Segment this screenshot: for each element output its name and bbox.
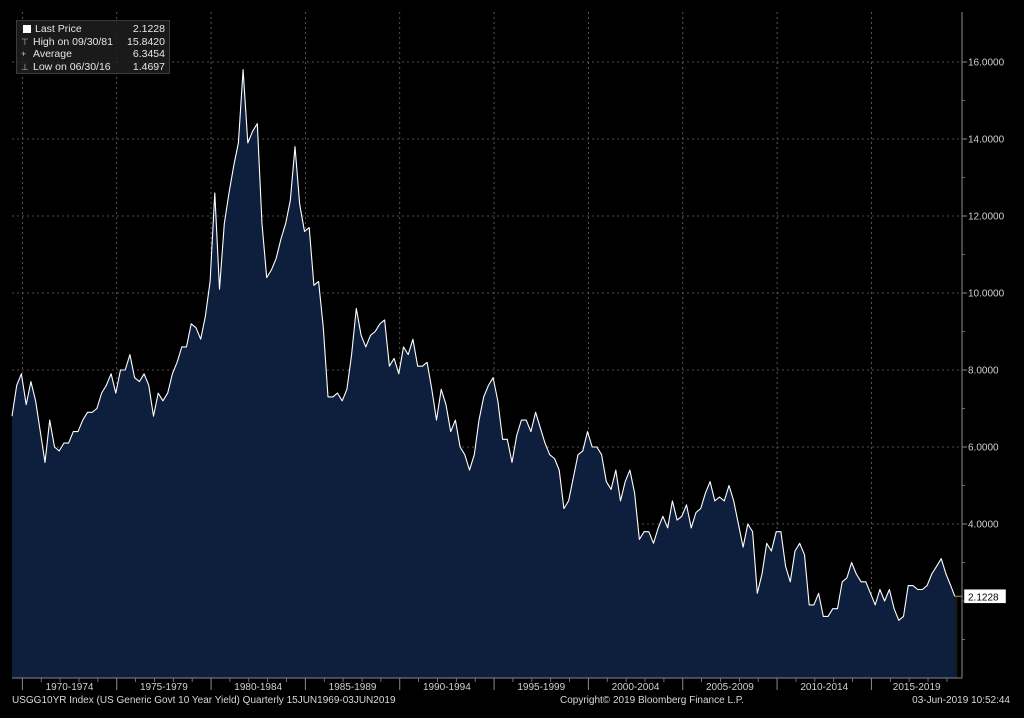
y-tick-label: 8.0000 [968,366,999,377]
y-tick-label: 12.0000 [968,212,1005,223]
x-axis-ticks: 1970-1974 1975-1979 1980-1984 1985-1989 1990… [21,678,948,693]
legend-row-last-price: Last Price 2.1228 [21,23,165,36]
legend-value: 1.4697 [132,60,165,73]
legend-label: Average [33,48,72,60]
last-price-label: 2.1228 [968,592,999,603]
last-price-box [963,589,1007,604]
x-tick-label: 2015-2019 [893,682,941,693]
x-tick-label: 2000-2004 [612,682,660,693]
legend-row-average: + Average 6.3454 [21,48,165,61]
x-tick-label: 1995-1999 [517,682,565,693]
x-tick-label: 2010-2014 [800,682,848,693]
footer-bar: USGG10YR Index (US Generic Govt 10 Year … [0,694,1024,708]
legend-value: 6.3454 [132,48,165,60]
legend-label: Low on 06/30/16 [33,60,111,73]
area-series [11,69,958,678]
series-line [11,69,956,621]
white-square-icon [23,25,31,34]
y-tick-label: 4.0000 [968,520,999,531]
x-tick-label: 1980-1984 [234,682,282,693]
y-tick-label: 10.0000 [968,289,1005,300]
legend-label: High on 09/30/81 [33,35,113,48]
last-price-marker: 2.1228 [954,589,1007,604]
footer-timestamp: 03-Jun-2019 10:52:44 [912,695,1010,706]
legend-value: 15.8420 [127,35,165,48]
x-tick-label: 1970-1974 [46,682,94,693]
legend-row-high: ⊤ High on 09/30/81 15.8420 [21,36,165,49]
last-bar [954,596,958,678]
y-axis-ticks: 16.0000 14.0000 12.0000 10.0000 8.0000 6.0000… [962,58,1005,640]
x-tick-label: 1990-1994 [423,682,471,693]
y-tick-label: 14.0000 [968,135,1005,146]
low-marker-icon: ⊥ [21,61,29,72]
legend-row-low: ⊥ Low on 06/30/16 1.4697 [21,61,165,74]
average-marker-icon: + [21,49,27,59]
footer-copyright: Copyright© 2019 Bloomberg Finance L.P. [560,695,744,706]
legend-box: Last Price 2.1228 ⊤ High on 09/30/81 15.… [16,20,170,74]
legend-value: 2.1228 [132,23,165,35]
x-tick-label: 1975-1979 [140,682,188,693]
y-tick-label: 16.0000 [968,58,1005,69]
legend-label: Last Price [35,23,82,35]
high-marker-icon: ⊤ [21,36,29,47]
x-tick-label: 2005-2009 [706,682,754,693]
area-fill [12,69,955,678]
y-tick-label: 6.0000 [968,443,999,454]
footer-security-description: USGG10YR Index (US Generic Govt 10 Year … [12,695,396,706]
x-tick-label: 1985-1989 [329,682,377,693]
